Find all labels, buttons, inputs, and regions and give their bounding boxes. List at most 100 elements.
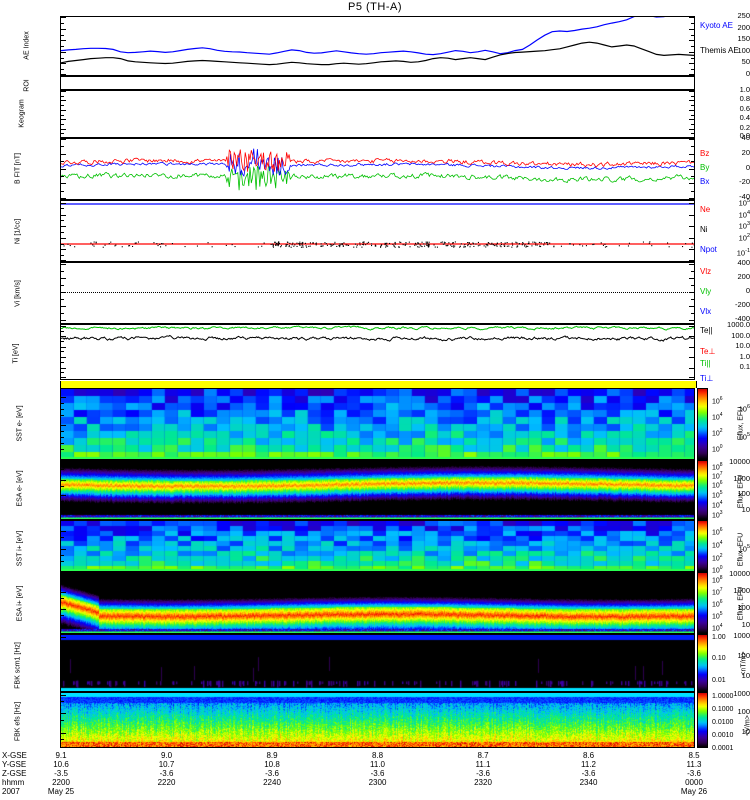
panel-velocity [60,262,695,324]
ytick-fbkefs-10: 10 [741,727,750,736]
page-title: P5 (TH-A) [348,1,402,13]
legend-te-perp: Te⊥ [700,347,716,356]
cbtick-esae-1e4: 104 [712,500,723,510]
axis-tick-hhmm-2: 2240 [263,778,281,787]
fbk-scm-spectrogram [61,635,694,691]
cbtick-sste-1e4: 104 [712,412,723,422]
legend-te-par: Te|| [700,326,713,335]
axis-tick-date-6: May 26 [680,787,708,796]
axis-tick-hhmm-5: 2340 [579,778,598,787]
axis-tick-y-gse-6: 11.3 [686,760,702,769]
cbtick-sste-1e0: 100 [712,444,723,454]
panel-esa-e [60,460,695,520]
cbtick-ssti-1e0: 100 [712,565,723,575]
axis-tick-y-gse-5: 11.2 [581,760,596,769]
cbtick-fbkefs-00010: 0.0010 [712,732,734,739]
state-band [60,381,697,388]
ytick-sste-1e5: 105 [738,432,750,442]
ylabel-sst-i: SST i+ [eV] [16,530,24,567]
ytick-b-m40: -40 [739,191,750,201]
axis-row-label-y-gse: Y-GSE [2,760,27,769]
axis-tick-y-gse-4: 11.1 [475,760,491,769]
axis-tick-x-gse-5: 8.6 [582,751,595,760]
ytick-t-1000: 1000.0 [727,320,750,329]
cbtitle-fbk-scm: <nT/m> [740,651,748,676]
b-fit-traces [61,148,694,191]
ylabel-keogram: Keogram [18,99,26,128]
panel-temperature [60,324,695,380]
ylabel-fbk-efs: FBK efs [Hz] [14,701,22,742]
ytick-b-40: 40 [741,133,750,142]
cbtick-ssti-1e4: 104 [712,540,723,550]
panel-esa-i [60,572,695,634]
axis-tick-hhmm-4: 2320 [474,778,492,787]
cbtick-sste-1e2: 102 [712,428,723,438]
colorbar-fbk-scm [697,634,708,692]
cbtick-esae-1e8: 108 [712,462,723,472]
axis-tick-z-gse-3: -3.6 [370,769,385,778]
colorbar-fbk-efs [697,692,708,748]
ytick-fbkefs-1000: 1000 [733,689,750,698]
axis-tick-y-gse-2: 10.8 [264,760,280,769]
ytick-ae-150: 150 [737,34,750,44]
cbtick-ssti-1e2: 102 [712,553,723,563]
axis-tick-y-gse-1: 10.7 [158,760,175,769]
ytick-t-01: 0.1 [739,362,750,371]
ytick-n-1em1: 10-1 [736,248,750,258]
axis-tick-z-gse-2: -3.6 [265,769,279,778]
cbtitle-esa-e: Eflux, EFU [737,474,745,509]
axis-tick-hhmm-1: 2220 [157,778,176,787]
ylabel-ae-index: AE Index [23,31,31,60]
axis-row-label-z-gse: Z-GSE [2,769,27,778]
cbtitle-fbk-efs: <V/m> [744,715,750,736]
cbtick-esai-1e6: 106 [712,599,723,609]
axis-tick-z-gse-0: -3.5 [54,769,68,778]
axis-tick-hhmm-6: 0000 [685,778,703,787]
axis-tick-hhmm-3: 2300 [368,778,387,787]
ytick-esae-100: 100 [737,489,750,498]
ylabel-esa-i: ESA i+ [eV] [16,585,24,622]
axis-row-label-year: 2007 [2,787,20,796]
ytick-esai-1000: 1000 [733,586,750,595]
ytick-b-m20: -20 [739,177,750,187]
ytick-v-m400: -400 [734,314,750,323]
legend-vlx: Vlx [700,307,712,316]
ylabel-density: Ni [1/cc] [14,218,22,245]
temperature-traces [61,325,694,342]
fbk-efs-spectrogram [61,693,694,747]
ytick-v-0: 0 [745,286,750,295]
sst-i-spectrogram [61,521,694,571]
panel-ae-index [60,16,695,76]
ytick-n-1e5: 105 [738,198,750,208]
legend-bx: Bx [700,177,710,186]
cbtick-ssti-1e6: 106 [712,527,723,537]
panel-density [60,200,695,262]
ylabel-sst-e: SST e- [eV] [16,405,24,442]
panel-fbk-scm [60,634,695,692]
ytick-b-0: 0 [745,162,750,172]
axis-tick-z-gse-6: -3.6 [687,769,701,778]
ytick-v-400: 400 [737,258,750,267]
legend-ti-perp: Ti⊥ [700,374,714,383]
axis-tick-z-gse-4: -3.6 [476,769,490,778]
axis-tick-x-gse-0: 9.1 [55,751,67,760]
ylabel-velocity: Vi [km/s] [14,280,22,307]
ytick-fbkscm-100: 100 [737,651,750,660]
panel-keogram [60,90,695,139]
ytick-b-20: 20 [741,147,750,157]
ytick-v-m200: -200 [734,300,750,309]
ytick-keo-02: 0.2 [739,122,750,132]
ytick-ae-100: 100 [737,45,750,55]
axis-tick-hhmm-0: 2200 [52,778,70,787]
axis-tick-x-gse-6: 8.5 [688,751,700,760]
ytick-n-1e2: 102 [738,232,750,243]
ytick-keo-0: 0.0 [739,131,750,141]
cbtick-esai-1e5: 105 [712,611,723,621]
legend-ne: Ne [700,205,711,214]
ytick-n-1e4: 104 [738,209,750,220]
axis-tick-date-0: May 25 [47,787,75,796]
ytick-t-10: 10.0 [735,341,750,350]
panel-fbk-efs [60,692,695,748]
legend-ni: Ni [700,225,708,234]
